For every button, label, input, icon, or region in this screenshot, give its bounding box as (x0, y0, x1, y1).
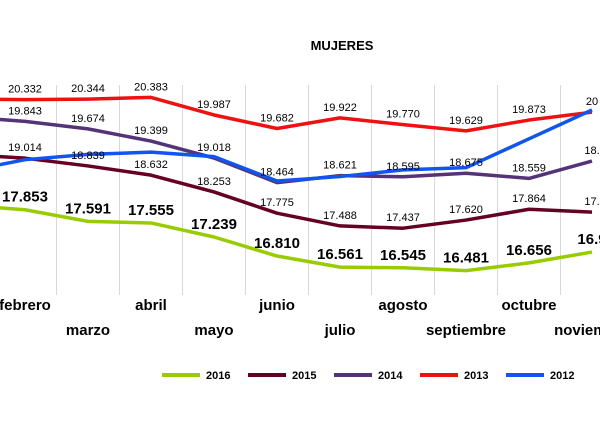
legend-item-2012: 2012 (506, 370, 574, 382)
data-label: 16.561 (317, 246, 363, 263)
data-label: 20.332 (8, 84, 42, 96)
series-lines (0, 95, 593, 273)
data-label: 17.853 (2, 189, 48, 206)
legend-item-2013: 2013 (420, 370, 488, 382)
data-label: 19.014 (8, 142, 42, 154)
data-label: 18. (584, 145, 599, 157)
data-label: 19.843 (8, 105, 42, 117)
x-tick-label: abril (135, 297, 167, 314)
series-line-2013 (0, 95, 593, 133)
legend-item-2016: 2016 (162, 370, 230, 382)
data-label: 19.629 (449, 115, 483, 127)
x-tick-label: mayo (194, 322, 233, 339)
data-label: 19.018 (197, 142, 231, 154)
data-labels: 17.853 17.591 17.555 17.239 16.810 16.561 16.5… (2, 81, 600, 266)
legend: 2016 2015 2014 2013 2012 (162, 370, 574, 382)
data-label: 17.239 (191, 216, 237, 233)
data-label: 18.464 (260, 167, 294, 179)
data-label: 16.656 (506, 242, 552, 259)
data-label: 19.399 (134, 125, 168, 137)
data-label: 19.682 (260, 113, 294, 125)
chart-title: MUJERES (311, 38, 374, 53)
series-line-2016 (0, 206, 593, 273)
data-label: 20 (586, 96, 598, 108)
data-label: 19.987 (197, 99, 231, 111)
x-tick-label: febrero (0, 297, 51, 314)
data-label: 17. (584, 196, 599, 208)
data-label: 20.344 (71, 83, 105, 95)
data-label: 18.253 (197, 176, 231, 188)
data-label: 16.545 (380, 247, 426, 264)
legend-label: 2014 (378, 370, 403, 382)
data-label: 17.620 (449, 204, 483, 216)
series-line-2015 (0, 154, 593, 230)
legend-label: 2016 (206, 370, 230, 382)
data-label: 18.559 (512, 162, 546, 174)
x-tick-label: junio (258, 297, 295, 314)
data-label: 17.864 (512, 193, 546, 205)
x-tick-label: marzo (66, 322, 110, 339)
data-label: 18.675 (449, 157, 483, 169)
data-label: 19.674 (71, 113, 105, 125)
data-label: 18.621 (323, 160, 357, 172)
data-label: 16.810 (254, 235, 300, 252)
legend-label: 2013 (464, 370, 488, 382)
data-label: 17.591 (65, 200, 111, 217)
x-tick-label: septiembre (426, 322, 506, 339)
data-label: 19.770 (386, 109, 420, 121)
data-label: 17.488 (323, 210, 357, 222)
x-tick-label: agosto (378, 297, 427, 314)
data-label: 17.437 (386, 212, 420, 224)
legend-label: 2012 (550, 370, 574, 382)
data-label: 18.839 (71, 150, 105, 162)
data-label: 17.775 (260, 197, 294, 209)
data-label: 19.873 (512, 104, 546, 116)
data-label: 18.595 (386, 161, 420, 173)
data-label: 16.481 (443, 250, 489, 267)
legend-item-2014: 2014 (334, 370, 403, 382)
x-axis-labels: febrero marzo abril mayo junio julio agosto sep… (0, 297, 600, 339)
x-tick-label: octubre (501, 297, 556, 314)
series-line-2012 (0, 108, 593, 183)
x-tick-label: julio (324, 322, 356, 339)
x-tick-label: noviembre (554, 322, 600, 339)
data-label: 20.383 (134, 81, 168, 93)
data-label: 18.632 (134, 159, 168, 171)
data-label: 16.9 (577, 231, 600, 248)
data-label: 19.922 (323, 102, 357, 114)
legend-item-2015: 2015 (248, 370, 316, 382)
data-label: 17.555 (128, 202, 174, 219)
legend-label: 2015 (292, 370, 316, 382)
